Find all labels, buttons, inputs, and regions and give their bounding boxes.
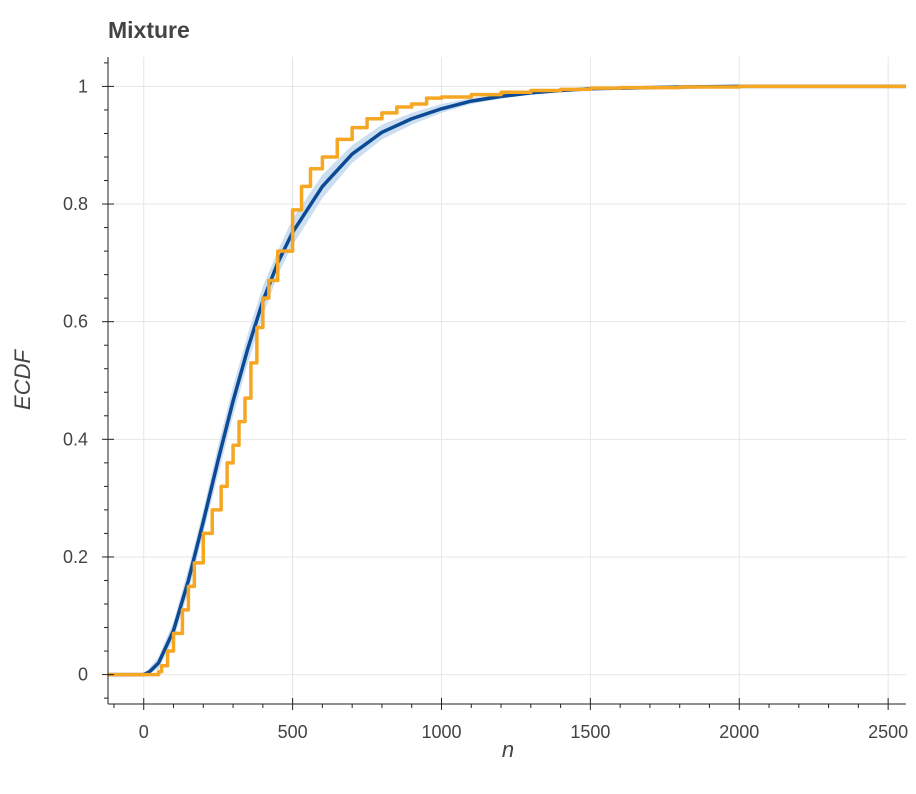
y-tick-label: 0: [78, 665, 88, 685]
chart-title: Mixture: [108, 17, 190, 43]
y-tick-label: 0.6: [63, 312, 88, 332]
model-ecdf-line: [108, 84, 906, 677]
tick-labels: 0 500 1000 1500 2000 2500 0 0.2 0.4 0.6 0.8 1: [63, 76, 908, 742]
grid-lines: [108, 57, 906, 704]
y-axis-label: ECDF: [10, 348, 35, 409]
y-tick-label: 0.8: [63, 194, 88, 214]
x-tick-label: 1000: [421, 722, 461, 742]
x-tick-label: 2000: [719, 722, 759, 742]
y-tick-label: 0.4: [63, 429, 88, 449]
y-tick-label: 0.2: [63, 547, 88, 567]
credible-band: [108, 86, 906, 675]
credible-band-area: [108, 86, 906, 675]
series-lines: [108, 84, 906, 677]
x-tick-label: 1500: [570, 722, 610, 742]
axes: [102, 57, 906, 710]
data-ecdf-line: [108, 84, 906, 677]
x-tick-label: 500: [278, 722, 308, 742]
x-axis-label: n: [502, 737, 514, 762]
x-tick-label: 0: [139, 722, 149, 742]
y-tick-label: 1: [78, 76, 88, 96]
x-tick-label: 2500: [868, 722, 908, 742]
